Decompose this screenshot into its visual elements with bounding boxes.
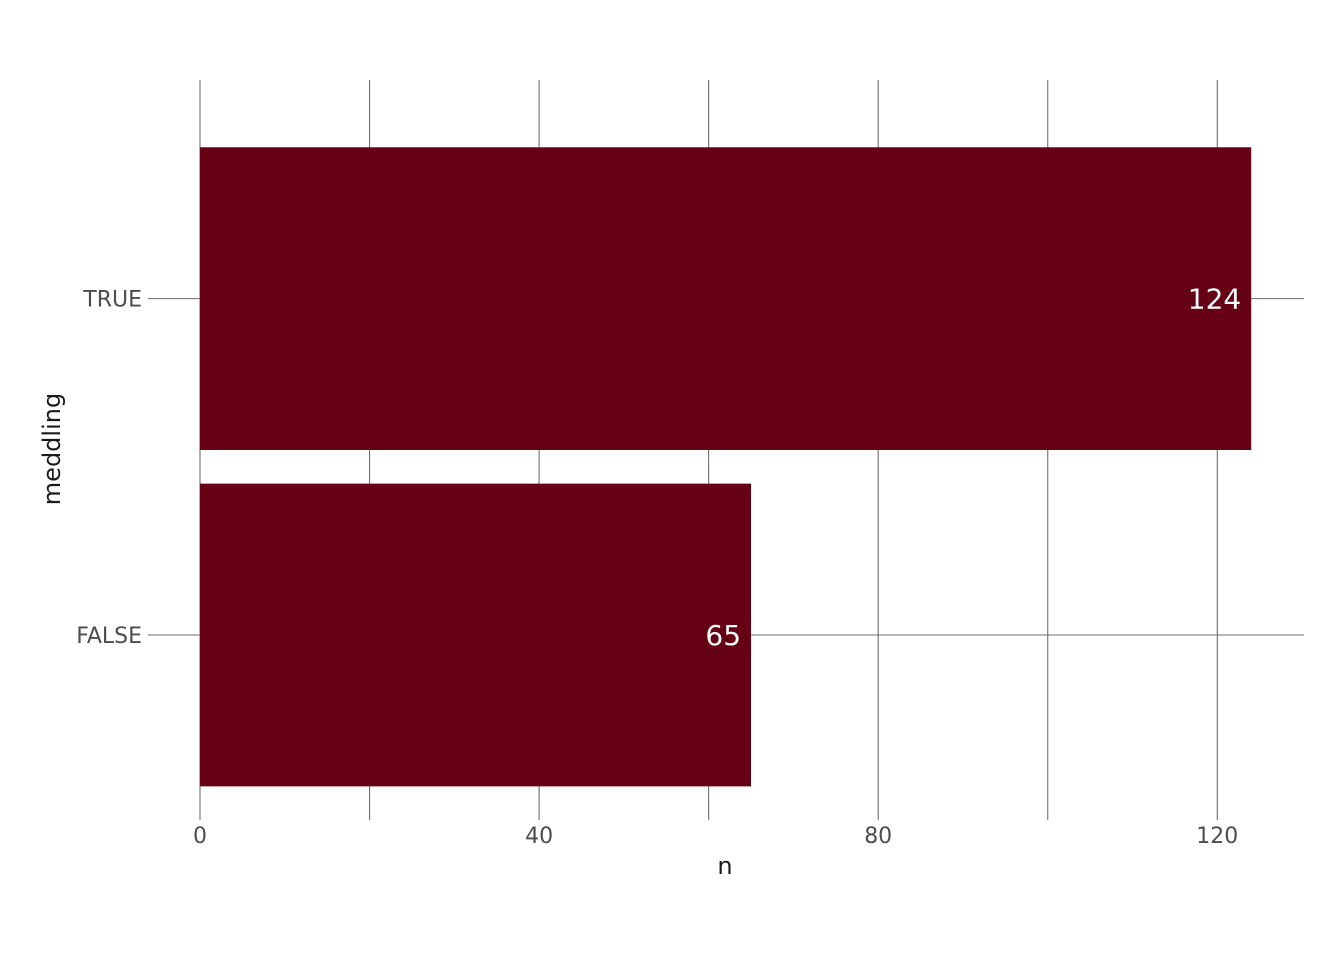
data-label-false: 65 — [705, 619, 741, 652]
bars — [200, 147, 1252, 787]
bar-false — [200, 483, 752, 787]
data-labels: 124 65 — [705, 283, 1241, 652]
y-tick-label-false: FALSE — [76, 624, 142, 649]
axes: TRUE FALSE 0 40 80 120 — [76, 288, 1238, 849]
data-label-true: 124 — [1188, 283, 1241, 316]
x-tick-label: 80 — [864, 824, 892, 849]
x-tick-label: 120 — [1196, 824, 1238, 849]
bar-true — [200, 147, 1252, 451]
x-tick-label: 0 — [193, 824, 207, 849]
x-axis-title: n — [717, 852, 732, 880]
y-axis-title: meddling — [38, 393, 66, 505]
y-tick-label-true: TRUE — [82, 288, 142, 313]
x-tick-label: 40 — [525, 824, 553, 849]
